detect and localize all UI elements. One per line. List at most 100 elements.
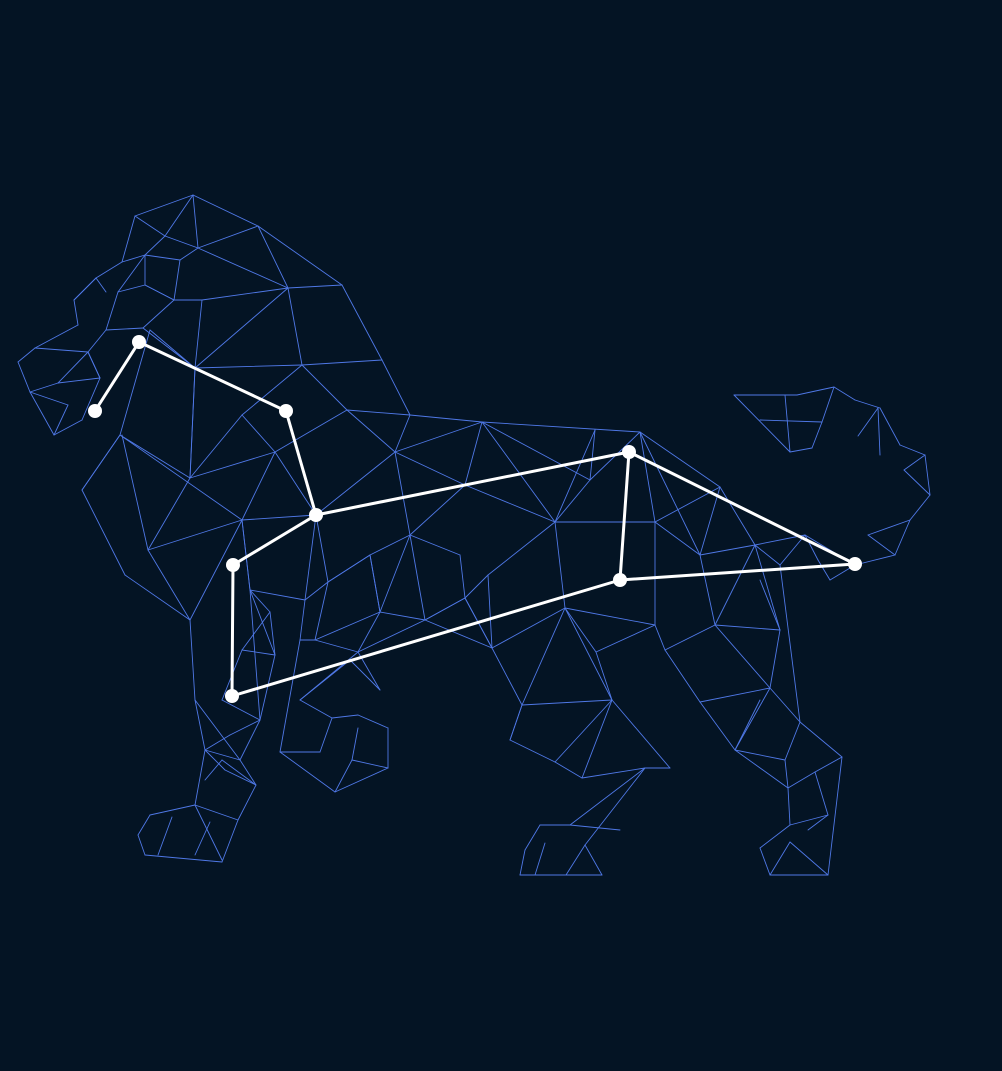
mesh-edge xyxy=(491,607,566,649)
mesh-edge xyxy=(464,421,483,486)
mesh-edge xyxy=(351,759,389,769)
mesh-edge xyxy=(584,767,646,846)
constellation-line xyxy=(231,513,318,567)
mesh-edge xyxy=(759,847,771,876)
mesh-edge xyxy=(279,639,301,753)
mesh-edge xyxy=(394,451,466,486)
mesh-edge xyxy=(287,287,303,366)
mesh-edge xyxy=(379,534,411,613)
mesh-edge xyxy=(509,704,523,741)
mesh-edge xyxy=(334,759,353,793)
mesh-edge xyxy=(394,451,411,536)
mesh-edge xyxy=(119,434,191,479)
mesh-edge xyxy=(221,699,261,721)
mesh-edge xyxy=(29,391,69,406)
mesh-edge xyxy=(481,421,556,523)
mesh-edge xyxy=(87,351,101,379)
mesh-edge xyxy=(409,534,426,621)
mesh-edge xyxy=(149,804,196,816)
mesh-edge xyxy=(584,844,603,876)
mesh-edge xyxy=(569,824,621,831)
mesh-edge xyxy=(524,824,541,851)
mesh-edge xyxy=(459,554,466,599)
mesh-edge xyxy=(17,361,31,393)
mesh-edge xyxy=(221,759,257,786)
mesh-edge xyxy=(487,574,493,649)
mesh-edge xyxy=(924,454,931,496)
mesh-edge xyxy=(34,347,89,353)
mesh-edge xyxy=(464,574,489,599)
mesh-edge xyxy=(759,824,791,849)
mesh-edge xyxy=(279,751,336,793)
mesh-edge xyxy=(241,364,303,416)
mesh-edge xyxy=(481,421,641,433)
mesh-edge xyxy=(249,589,271,613)
mesh-edge xyxy=(194,804,223,861)
mesh-edge xyxy=(699,554,716,626)
constellation-line xyxy=(314,450,631,517)
mesh-edge xyxy=(142,299,175,329)
mesh-edge xyxy=(73,299,79,326)
mesh-edge xyxy=(554,521,566,609)
mesh-edge xyxy=(249,589,261,721)
mesh-edge xyxy=(854,399,881,409)
mesh-edge xyxy=(29,382,59,393)
mesh-edge xyxy=(779,534,806,566)
mesh-edge xyxy=(867,519,911,536)
mesh-edge xyxy=(569,767,646,826)
mesh-edge xyxy=(314,639,359,653)
constellation-line xyxy=(93,340,141,413)
constellation-line xyxy=(618,562,857,582)
mesh-edge xyxy=(117,254,146,293)
mesh-edge xyxy=(394,414,411,453)
mesh-edge xyxy=(147,549,191,621)
mesh-edge xyxy=(894,519,911,556)
mesh-edge xyxy=(564,607,597,653)
mesh-edge xyxy=(81,377,101,421)
mesh-edge xyxy=(81,434,121,491)
mesh-edge xyxy=(287,284,343,289)
mesh-edge xyxy=(491,647,523,706)
mesh-edge xyxy=(784,759,789,789)
star-point xyxy=(309,508,323,522)
mesh-edge xyxy=(821,386,835,423)
mesh-edge xyxy=(654,624,666,651)
mesh-edge xyxy=(664,624,716,651)
mesh-edge xyxy=(121,434,149,551)
mesh-edge xyxy=(349,659,381,691)
mesh-edge xyxy=(799,721,843,758)
mesh-edge xyxy=(734,699,761,751)
mesh-edge xyxy=(259,654,276,721)
mesh-edge xyxy=(733,394,791,453)
mesh-edge xyxy=(817,559,831,581)
mesh-edge xyxy=(784,721,801,761)
mesh-edge xyxy=(194,364,303,369)
mesh-edge xyxy=(142,327,196,369)
mesh-edge xyxy=(194,804,239,821)
mesh-edge xyxy=(239,719,261,761)
mesh-edge xyxy=(581,699,613,779)
mesh-edge xyxy=(409,414,483,423)
mesh-edge xyxy=(699,687,771,703)
mesh-edge xyxy=(81,489,126,576)
mesh-edge xyxy=(257,225,289,289)
mesh-edge xyxy=(714,544,756,626)
mesh-edge xyxy=(164,194,194,237)
mesh-edge xyxy=(346,409,411,416)
mesh-edge xyxy=(194,299,203,369)
mesh-edge xyxy=(105,327,144,331)
mesh-edge xyxy=(595,651,613,701)
mesh-edge xyxy=(189,451,276,479)
mesh-edge xyxy=(699,544,756,556)
mesh-edge xyxy=(464,484,556,523)
star-point xyxy=(226,558,240,572)
mesh-edge xyxy=(241,514,317,521)
mesh-edge xyxy=(534,842,546,876)
mesh-edge xyxy=(357,619,426,653)
star-point xyxy=(132,335,146,349)
mesh-edge xyxy=(714,624,771,689)
constellation-line xyxy=(230,578,622,698)
mesh-edge xyxy=(787,787,791,826)
mesh-edge xyxy=(759,419,823,423)
mesh-edge xyxy=(192,194,199,249)
